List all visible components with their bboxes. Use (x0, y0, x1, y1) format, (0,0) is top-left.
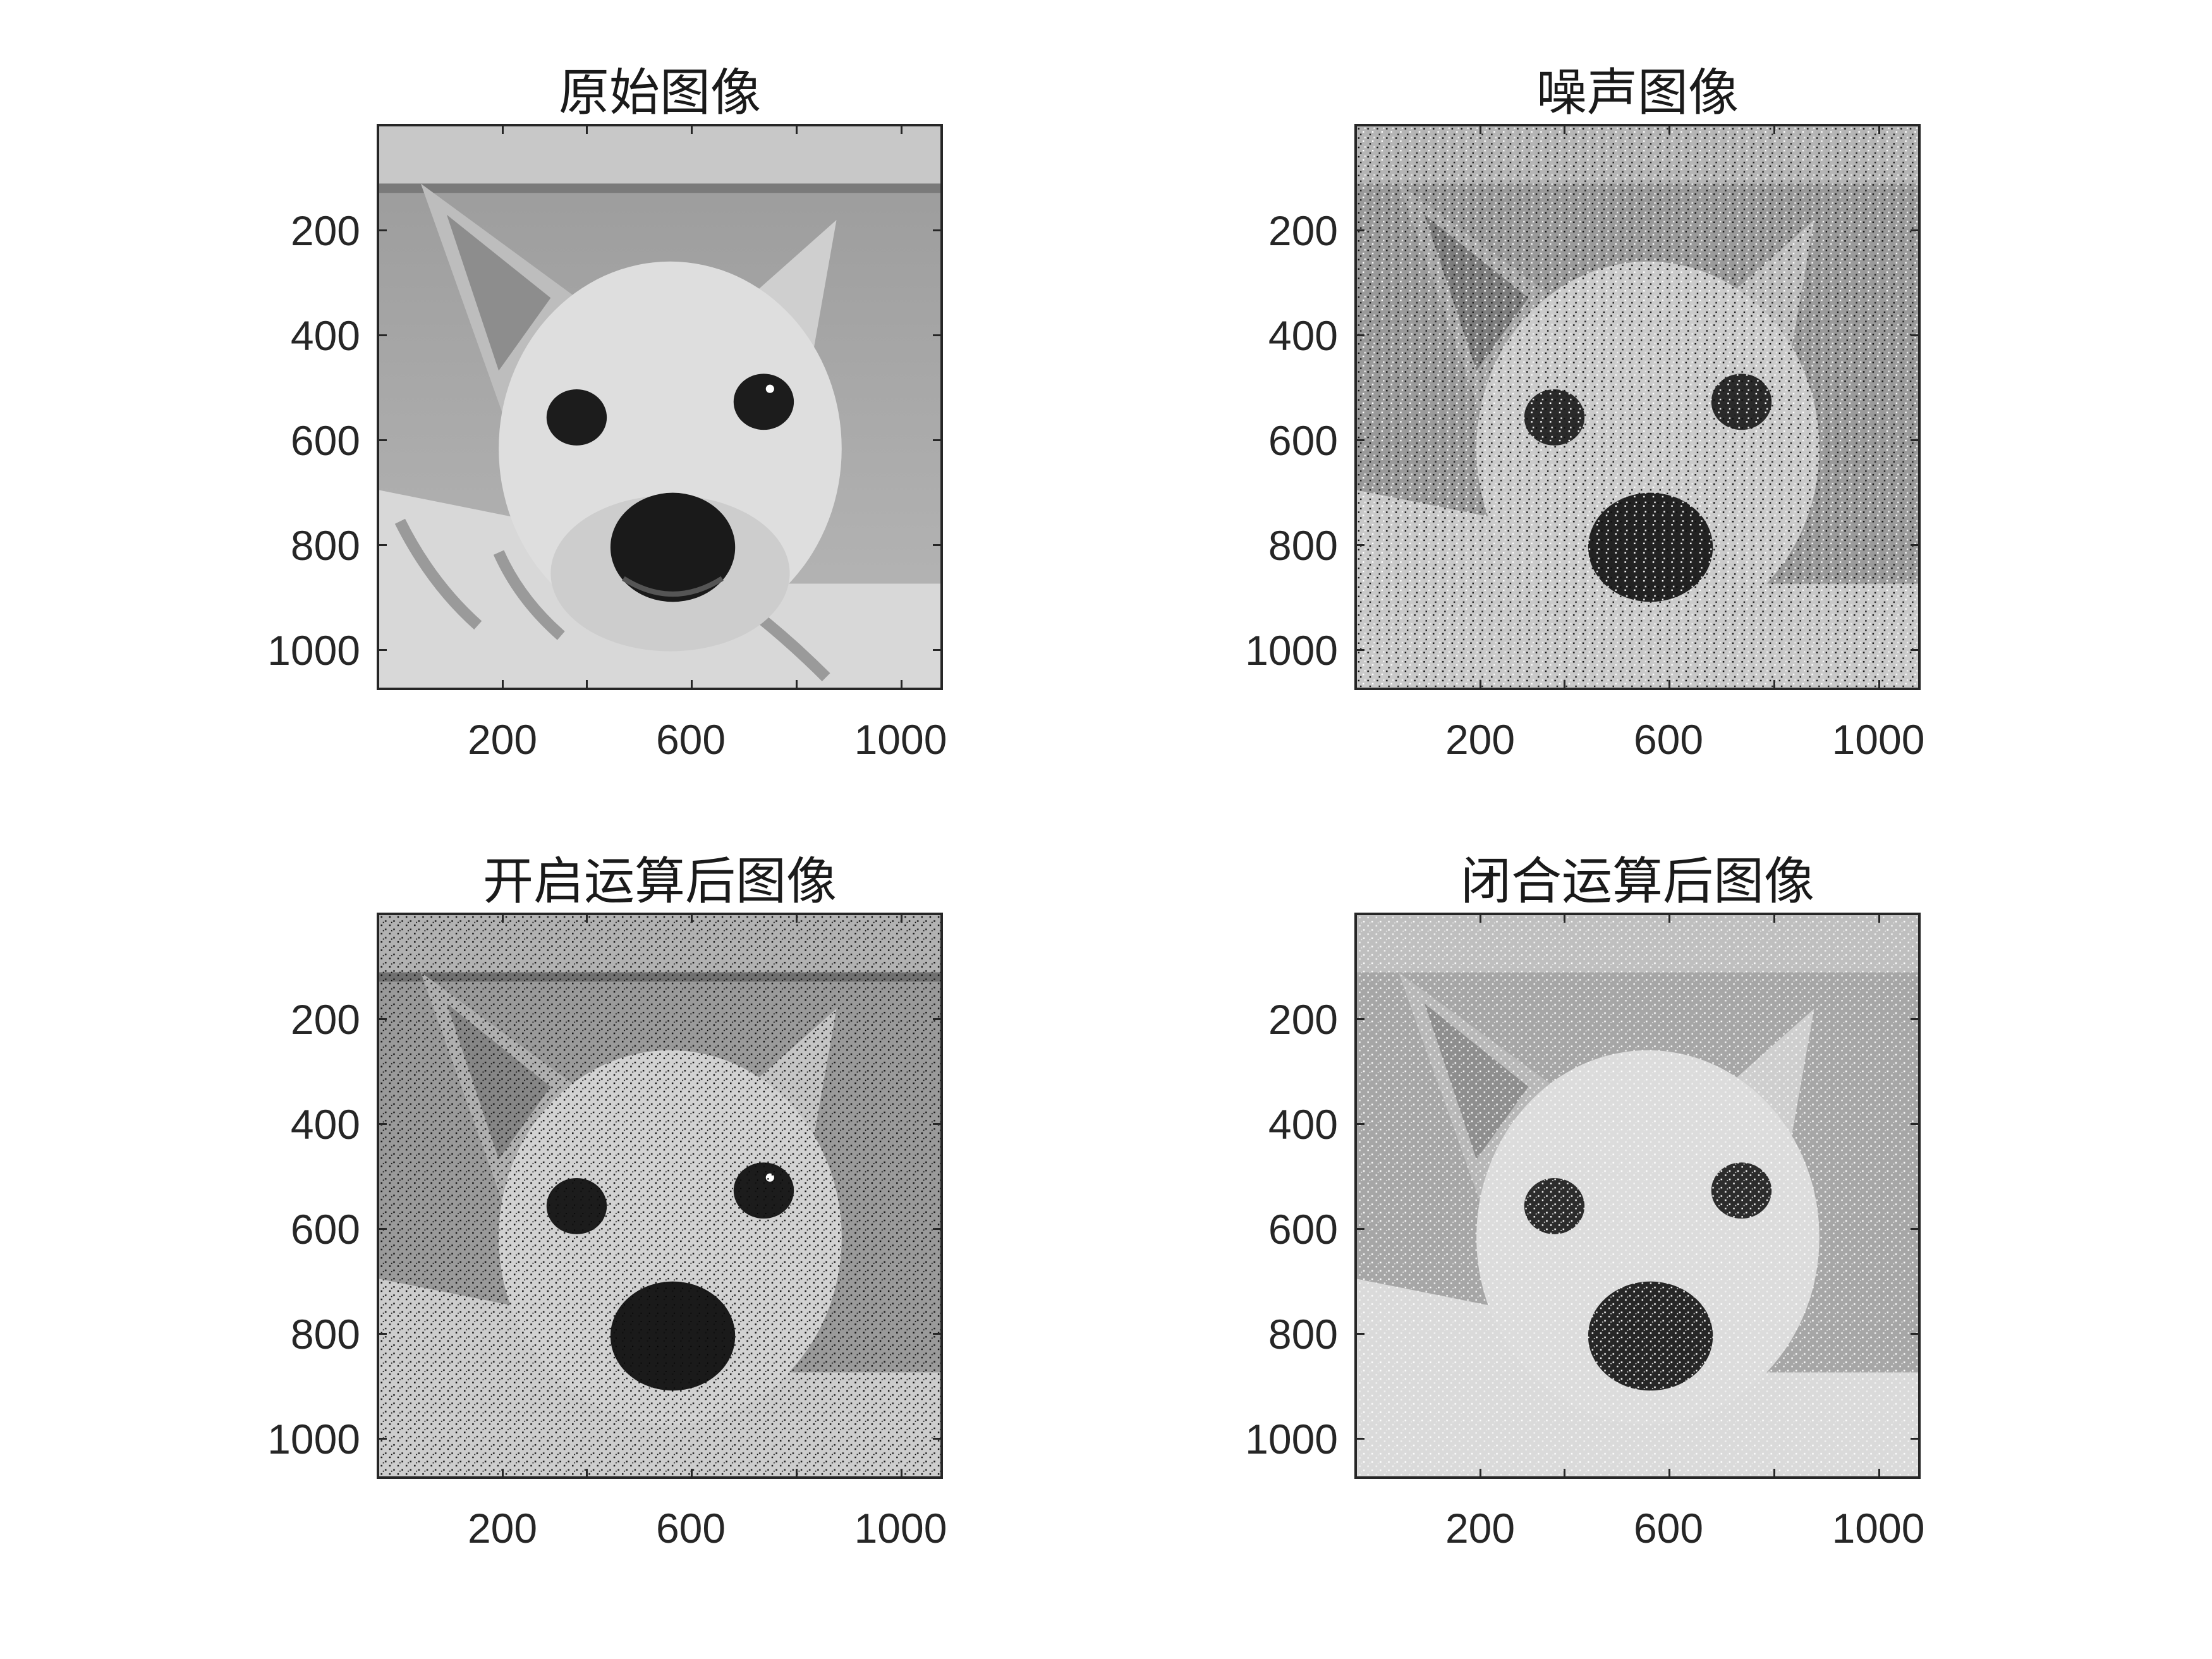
y-tick-label: 800 (290, 522, 360, 569)
dog-image-noise (1357, 126, 1918, 688)
x-tick-label: 200 (1445, 716, 1516, 763)
y-tick-label: 600 (290, 417, 360, 464)
y-tick-label: 600 (290, 1206, 360, 1253)
panel-title-original: 原始图像 (559, 63, 761, 122)
panel-title-noise: 噪声图像 (1536, 63, 1739, 122)
dog-image-original (379, 126, 940, 688)
axes-noise (1354, 124, 1921, 690)
y-tick-label: 600 (1268, 417, 1338, 464)
x-tick-label: 600 (1633, 1505, 1704, 1552)
y-tick-label: 400 (290, 312, 360, 359)
y-tick-label: 400 (1268, 312, 1338, 359)
y-tick-label: 1000 (1245, 1416, 1338, 1462)
y-tick-label: 1000 (267, 1416, 360, 1462)
x-tick-label: 1000 (1832, 716, 1925, 763)
y-tick-label: 200 (1268, 207, 1338, 254)
x-tick-label: 1000 (854, 716, 947, 763)
y-tick-label: 200 (290, 996, 360, 1043)
x-tick-label: 200 (467, 716, 538, 763)
panel-title-opening: 开启运算后图像 (483, 852, 837, 911)
y-tick-label: 400 (1268, 1101, 1338, 1148)
y-tick-label: 400 (290, 1101, 360, 1148)
y-tick-label: 1000 (267, 627, 360, 674)
dog-image-opening (379, 915, 940, 1476)
axes-original (377, 124, 943, 690)
y-tick-label: 1000 (1245, 627, 1338, 674)
x-tick-label: 1000 (1832, 1505, 1925, 1552)
x-tick-label: 200 (1445, 1505, 1516, 1552)
y-tick-label: 800 (1268, 1311, 1338, 1358)
axes-closing (1354, 913, 1921, 1479)
dog-image-closing (1357, 915, 1918, 1476)
y-tick-label: 200 (1268, 996, 1338, 1043)
x-tick-label: 1000 (854, 1505, 947, 1552)
panel-title-closing: 闭合运算后图像 (1461, 852, 1814, 911)
axes-opening (377, 913, 943, 1479)
x-tick-label: 200 (467, 1505, 538, 1552)
y-tick-label: 800 (1268, 522, 1338, 569)
y-tick-label: 600 (1268, 1206, 1338, 1253)
y-tick-label: 200 (290, 207, 360, 254)
x-tick-label: 600 (655, 1505, 726, 1552)
y-tick-label: 800 (290, 1311, 360, 1358)
x-tick-label: 600 (655, 716, 726, 763)
x-tick-label: 600 (1633, 716, 1704, 763)
